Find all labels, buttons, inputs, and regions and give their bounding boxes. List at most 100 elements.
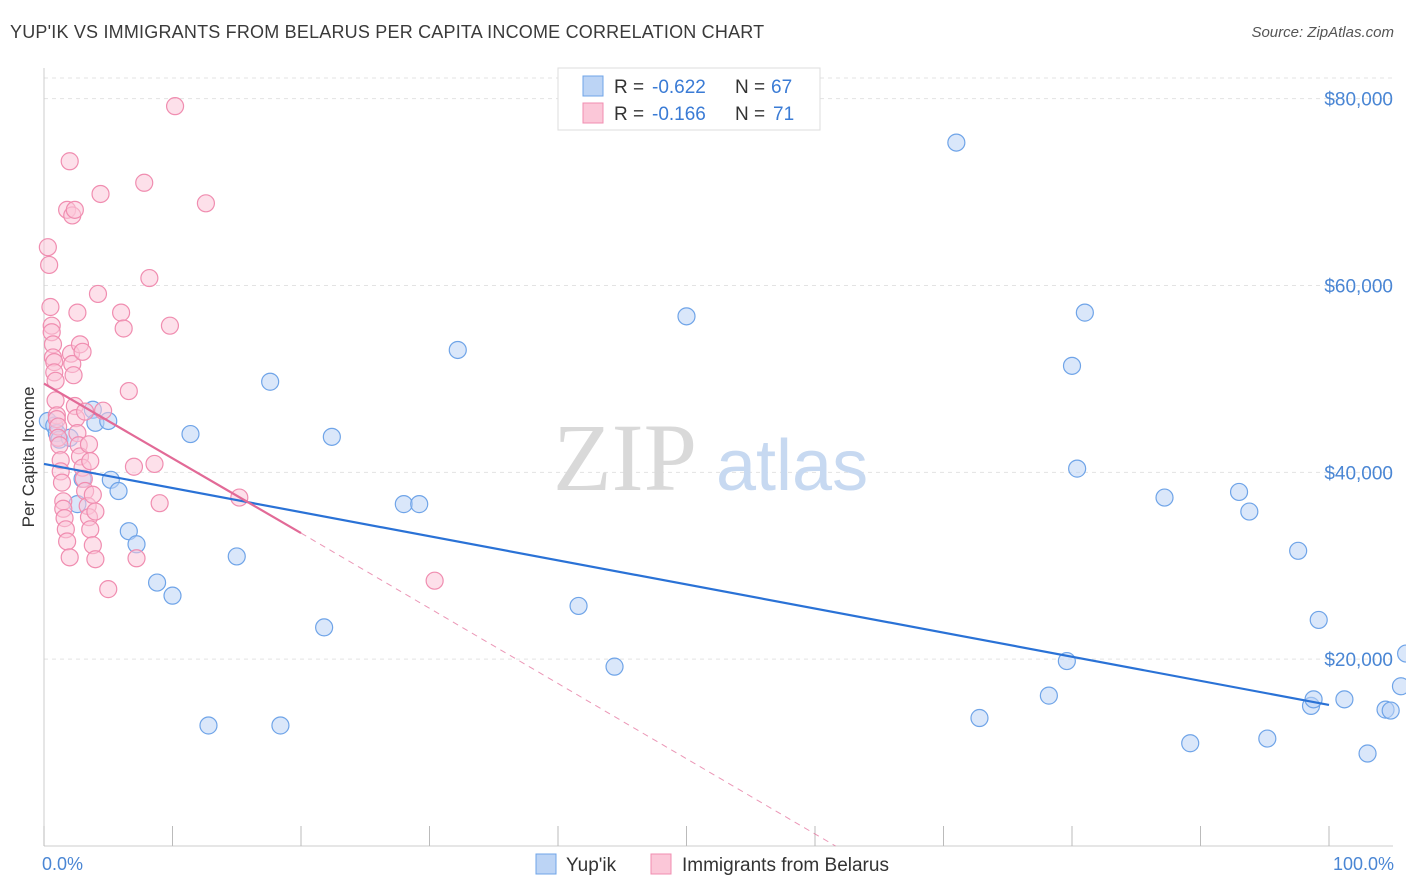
watermark-atlas: atlas xyxy=(716,426,868,506)
series-points xyxy=(38,97,1406,763)
x-tick-label-max: 100.0% xyxy=(1333,854,1394,874)
point-belarus-57 xyxy=(111,303,131,322)
point-belarus-18 xyxy=(52,473,72,492)
point-yupik-33 xyxy=(1062,356,1082,375)
y-tick-label-3: $80,000 xyxy=(1324,90,1393,111)
point-yupik-38 xyxy=(1229,482,1249,502)
series-legend: Yup'ik Immigrants from Belarus xyxy=(535,853,889,876)
chart-title: YUP'IK VS IMMIGRANTS FROM BELARUS PER CA… xyxy=(10,22,765,42)
point-belarus-58 xyxy=(114,319,133,338)
series-legend-swatch-yupik xyxy=(535,853,557,875)
point-belarus-64 xyxy=(145,454,164,474)
trend-line-belarus-extension xyxy=(300,532,836,847)
point-yupik-41 xyxy=(1289,541,1308,560)
point-belarus-53 xyxy=(88,284,108,304)
point-yupik-46 xyxy=(1358,744,1377,763)
stats-legend-swatch-yupik xyxy=(582,75,604,97)
point-yupik-34 xyxy=(1068,459,1087,478)
stats-legend-n-label-1: N = xyxy=(735,77,765,98)
point-yupik-22 xyxy=(322,427,341,446)
point-yupik-30 xyxy=(970,708,989,728)
stats-legend-swatch-belarus xyxy=(582,102,604,124)
point-belarus-24 xyxy=(60,548,79,567)
point-belarus-63 xyxy=(140,268,159,288)
point-belarus-61 xyxy=(127,549,146,568)
source-label: Source: ZipAtlas.com xyxy=(1251,24,1394,41)
point-belarus-55 xyxy=(94,401,113,420)
point-yupik-24 xyxy=(410,495,429,514)
point-belarus-50 xyxy=(81,452,100,471)
point-belarus-59 xyxy=(119,381,138,401)
point-belarus-40 xyxy=(86,550,105,569)
point-yupik-11 xyxy=(109,481,128,501)
stats-legend-n-label-2: N = xyxy=(735,104,765,125)
trend-line-yupik xyxy=(43,462,1330,707)
point-yupik-48 xyxy=(1381,701,1400,720)
series-legend-label-yupik: Yup'ik xyxy=(566,855,617,876)
point-yupik-26 xyxy=(569,596,588,616)
point-belarus-45 xyxy=(68,303,87,322)
stats-legend-n-value-2: 71 xyxy=(773,104,794,125)
y-tick-label-0: $20,000 xyxy=(1324,650,1393,671)
trend-line-belarus xyxy=(43,382,302,535)
point-yupik-15 xyxy=(163,586,182,605)
point-yupik-37 xyxy=(1181,734,1200,753)
point-yupik-44 xyxy=(1309,610,1328,630)
point-yupik-17 xyxy=(199,716,218,735)
point-yupik-43 xyxy=(1304,690,1323,709)
point-belarus-51 xyxy=(83,485,102,504)
point-belarus-0 xyxy=(38,238,57,257)
point-belarus-54 xyxy=(91,184,110,204)
point-belarus-38 xyxy=(81,520,100,539)
point-yupik-49 xyxy=(1391,677,1406,696)
point-yupik-50 xyxy=(1397,644,1406,663)
point-belarus-52 xyxy=(86,502,105,521)
series-legend-label-belarus: Immigrants from Belarus xyxy=(682,855,889,876)
point-yupik-27 xyxy=(605,657,624,676)
y-axis-label: Per Capita Income xyxy=(19,387,38,528)
stats-legend-r-value-2: -0.166 xyxy=(652,104,706,125)
point-yupik-16 xyxy=(181,424,200,444)
point-belarus-47 xyxy=(73,342,92,361)
gridlines xyxy=(44,77,1393,660)
point-yupik-18 xyxy=(227,547,246,566)
point-belarus-70 xyxy=(425,571,444,590)
watermark-zip: ZIP xyxy=(553,404,697,511)
y-tick-labels: $20,000 $40,000 $60,000 $80,000 xyxy=(1324,90,1393,671)
trend-lines xyxy=(43,382,1330,847)
point-yupik-45 xyxy=(1335,690,1354,709)
stats-legend-n-value-1: 67 xyxy=(771,77,792,98)
point-yupik-20 xyxy=(271,716,290,735)
stats-legend-r-label-1: R = xyxy=(614,77,644,98)
point-belarus-27 xyxy=(64,366,83,385)
point-yupik-29 xyxy=(947,133,966,152)
point-belarus-65 xyxy=(150,494,169,513)
point-belarus-49 xyxy=(79,435,99,454)
x-axis-ticks xyxy=(43,826,1330,846)
point-yupik-19 xyxy=(261,372,280,391)
point-yupik-35 xyxy=(1075,303,1094,322)
point-belarus-2 xyxy=(41,297,60,317)
point-yupik-39 xyxy=(1240,502,1259,521)
point-yupik-36 xyxy=(1155,488,1174,507)
point-belarus-68 xyxy=(196,194,216,213)
point-belarus-23 xyxy=(58,532,77,551)
point-yupik-21 xyxy=(315,618,334,637)
y-tick-label-1: $40,000 xyxy=(1324,463,1393,484)
y-tick-label-2: $60,000 xyxy=(1324,277,1393,298)
stats-legend: R = -0.622 N = 67 R = -0.166 N = 71 xyxy=(557,67,821,131)
point-belarus-66 xyxy=(160,316,180,335)
series-legend-swatch-belarus xyxy=(650,853,672,875)
point-belarus-62 xyxy=(135,173,154,192)
point-belarus-56 xyxy=(99,580,118,599)
point-yupik-14 xyxy=(147,573,167,592)
point-belarus-67 xyxy=(165,97,185,116)
point-yupik-25 xyxy=(448,340,467,360)
x-tick-label-min: 0.0% xyxy=(42,854,83,874)
stats-legend-r-label-2: R = xyxy=(614,104,644,125)
point-belarus-42 xyxy=(60,152,79,171)
stats-legend-r-value-1: -0.622 xyxy=(652,77,706,98)
point-yupik-23 xyxy=(394,495,413,514)
point-belarus-60 xyxy=(124,457,144,476)
